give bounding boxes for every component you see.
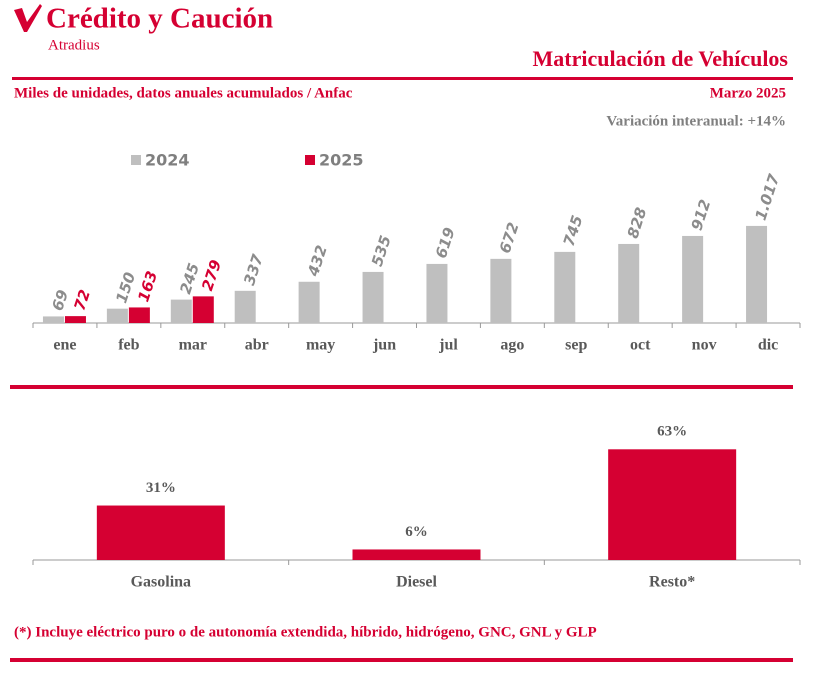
bar (362, 271, 384, 323)
value-label: 6% (405, 524, 428, 540)
bar (426, 263, 448, 323)
bar (746, 225, 768, 323)
x-tick-label: ene (53, 337, 76, 354)
value-label: 163 (134, 269, 161, 304)
bar (618, 243, 640, 323)
bar (170, 299, 192, 323)
rule (10, 658, 793, 662)
legend-label: 2025 (319, 151, 364, 170)
logo-icon (14, 4, 42, 32)
x-tick-label: jul (438, 337, 458, 354)
bar (234, 290, 256, 323)
value-label: 279 (198, 258, 225, 293)
x-tick-label: Resto* (649, 574, 695, 591)
bar (42, 316, 64, 323)
x-tick-label: abr (245, 337, 269, 354)
bar (352, 549, 481, 560)
bar (192, 296, 214, 323)
brand: Crédito y Caución (46, 3, 273, 35)
bar (96, 505, 225, 560)
value-label: 1.017 (752, 171, 784, 222)
footnote: (*) Incluye eléctrico puro o de autonomí… (14, 624, 597, 640)
x-tick-label: jun (372, 337, 396, 354)
legend-swatch (305, 155, 315, 165)
value-label: 63% (657, 424, 687, 440)
x-tick-label: nov (692, 337, 717, 354)
date: Marzo 2025 (710, 85, 786, 101)
value-label: 828 (624, 205, 651, 240)
x-tick-label: oct (630, 337, 651, 354)
x-tick-label: mar (179, 337, 207, 354)
x-tick-label: Diesel (396, 574, 437, 591)
value-label: 69 (48, 288, 72, 313)
bar (128, 307, 150, 323)
subtitle: Miles de unidades, datos anuales acumula… (14, 85, 353, 101)
rule (12, 77, 793, 80)
legend-label: 2024 (145, 151, 190, 170)
x-tick-label: feb (118, 337, 139, 354)
x-tick-label: ago (500, 337, 524, 354)
value-label: 72 (70, 287, 94, 312)
value-label: 432 (304, 243, 331, 279)
value-label: 619 (432, 225, 459, 260)
sub-brand: Atradius (48, 37, 100, 53)
bar (64, 316, 86, 323)
value-label: 535 (368, 233, 395, 268)
value-label: 337 (240, 252, 267, 288)
bar (608, 449, 737, 560)
legend-swatch (131, 155, 141, 165)
value-label: 912 (688, 197, 715, 232)
value-label: 150 (112, 270, 139, 305)
value-label: 245 (176, 261, 203, 296)
value-label: 745 (560, 213, 587, 248)
value-label: 672 (496, 220, 523, 255)
x-tick-label: dic (758, 337, 778, 354)
x-tick-label: Gasolina (131, 574, 191, 591)
bar (298, 281, 320, 323)
value-label: 31% (146, 480, 176, 496)
bar (554, 251, 576, 323)
bar (490, 258, 512, 323)
bar (106, 308, 128, 323)
bar (682, 235, 704, 323)
title: Matriculación de Vehículos (533, 46, 789, 71)
separator (10, 385, 793, 389)
x-tick-label: sep (565, 337, 587, 354)
x-tick-label: may (306, 337, 335, 354)
variation: Variación interanual: +14% (606, 113, 786, 129)
